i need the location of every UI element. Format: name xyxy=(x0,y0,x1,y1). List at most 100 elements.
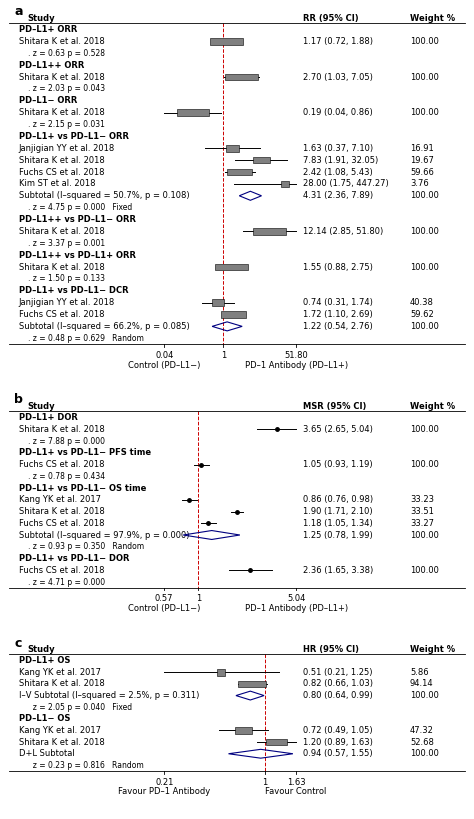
Text: PD–L1++ vs PD–L1+ ORR: PD–L1++ vs PD–L1+ ORR xyxy=(18,251,136,260)
Text: PD–L1+ ORR: PD–L1+ ORR xyxy=(18,25,77,34)
Text: Control (PD–L1−): Control (PD–L1−) xyxy=(128,361,201,370)
Bar xyxy=(236,727,252,734)
Text: 100.00: 100.00 xyxy=(410,322,439,331)
Text: 1: 1 xyxy=(262,777,267,786)
Text: PD–L1− OS: PD–L1− OS xyxy=(18,714,70,723)
Text: . z = 4.71 p = 0.000: . z = 4.71 p = 0.000 xyxy=(27,577,105,586)
Text: Weight %: Weight % xyxy=(410,14,455,23)
Text: PD–1 Antibody (PD–L1+): PD–1 Antibody (PD–L1+) xyxy=(245,604,348,613)
Text: PD–L1+ vs PD–L1− DCR: PD–L1+ vs PD–L1− DCR xyxy=(18,287,128,296)
Text: 16.91: 16.91 xyxy=(410,144,434,153)
Text: Shitara K et al. 2018: Shitara K et al. 2018 xyxy=(18,73,104,82)
Text: Study: Study xyxy=(27,14,55,23)
Text: 0.80 (0.64, 0.99): 0.80 (0.64, 0.99) xyxy=(303,691,373,700)
Text: 100.00: 100.00 xyxy=(410,73,439,82)
Text: 3.76: 3.76 xyxy=(410,179,428,188)
Text: Kang YK et al. 2017: Kang YK et al. 2017 xyxy=(18,495,100,505)
Text: 59.66: 59.66 xyxy=(410,168,434,177)
Text: Subtotal (I–squared = 97.9%, p = 0.000): Subtotal (I–squared = 97.9%, p = 0.000) xyxy=(18,531,189,540)
Text: 100.00: 100.00 xyxy=(410,192,439,201)
Bar xyxy=(253,156,270,164)
Text: 2.36 (1.65, 3.38): 2.36 (1.65, 3.38) xyxy=(303,566,373,575)
Text: Kang YK et al. 2017: Kang YK et al. 2017 xyxy=(18,726,100,735)
Text: PD–L1− ORR: PD–L1− ORR xyxy=(18,97,77,106)
Bar xyxy=(225,74,258,80)
Text: 0.57: 0.57 xyxy=(155,595,173,604)
Text: 0.51 (0.21, 1.25): 0.51 (0.21, 1.25) xyxy=(303,667,373,676)
Text: PD–L1+ vs PD–L1− PFS time: PD–L1+ vs PD–L1− PFS time xyxy=(18,448,151,457)
Text: 0.74 (0.31, 1.74): 0.74 (0.31, 1.74) xyxy=(303,298,373,307)
Text: 40.38: 40.38 xyxy=(410,298,434,307)
Text: Shitara K et al. 2018: Shitara K et al. 2018 xyxy=(18,108,104,117)
Text: MSR (95% CI): MSR (95% CI) xyxy=(303,402,366,411)
Text: 5.04: 5.04 xyxy=(287,595,305,604)
Text: . z = 0.93 p = 0.350   Random: . z = 0.93 p = 0.350 Random xyxy=(27,542,144,551)
Text: Favour Control: Favour Control xyxy=(265,788,327,797)
Bar xyxy=(217,669,226,676)
Text: Fuchs CS et al. 2018: Fuchs CS et al. 2018 xyxy=(18,168,104,177)
Text: b: b xyxy=(14,393,23,406)
Text: Study: Study xyxy=(27,402,55,411)
Text: Fuchs CS et al. 2018: Fuchs CS et al. 2018 xyxy=(18,566,104,575)
Text: 0.04: 0.04 xyxy=(155,351,173,360)
Text: . z = 1.50 p = 0.133: . z = 1.50 p = 0.133 xyxy=(27,274,105,283)
Text: 2.42 (1.08, 5.43): 2.42 (1.08, 5.43) xyxy=(303,168,373,177)
Bar xyxy=(226,145,238,152)
Text: 1.22 (0.54, 2.76): 1.22 (0.54, 2.76) xyxy=(303,322,373,331)
Bar xyxy=(212,299,224,306)
Bar xyxy=(253,228,286,235)
Text: 100.00: 100.00 xyxy=(410,691,439,700)
Text: . z = 0.63 p = 0.528: . z = 0.63 p = 0.528 xyxy=(27,49,105,58)
Text: 33.23: 33.23 xyxy=(410,495,434,505)
Bar xyxy=(215,264,248,270)
Bar xyxy=(237,681,266,687)
Text: 28.00 (1.75, 447.27): 28.00 (1.75, 447.27) xyxy=(303,179,389,188)
Text: Shitara K et al. 2018: Shitara K et al. 2018 xyxy=(18,425,104,434)
Text: 1.25 (0.78, 1.99): 1.25 (0.78, 1.99) xyxy=(303,531,373,540)
Text: . z = 4.75 p = 0.000   Fixed: . z = 4.75 p = 0.000 Fixed xyxy=(27,203,132,212)
Text: Fuchs CS et al. 2018: Fuchs CS et al. 2018 xyxy=(18,518,104,527)
Text: Subtotal (I–squared = 66.2%, p = 0.085): Subtotal (I–squared = 66.2%, p = 0.085) xyxy=(18,322,189,331)
Text: Kim ST et al. 2018: Kim ST et al. 2018 xyxy=(18,179,95,188)
Text: 100.00: 100.00 xyxy=(410,531,439,540)
Text: Fuchs CS et al. 2018: Fuchs CS et al. 2018 xyxy=(18,460,104,469)
Text: 2.70 (1.03, 7.05): 2.70 (1.03, 7.05) xyxy=(303,73,373,82)
Text: 0.19 (0.04, 0.86): 0.19 (0.04, 0.86) xyxy=(303,108,373,117)
Text: PD–L1+ vs PD–L1− OS time: PD–L1+ vs PD–L1− OS time xyxy=(18,483,146,492)
Text: PD–L1++ ORR: PD–L1++ ORR xyxy=(18,61,84,70)
Text: 59.62: 59.62 xyxy=(410,310,434,319)
Text: Shitara K et al. 2018: Shitara K et al. 2018 xyxy=(18,37,104,46)
Text: 47.32: 47.32 xyxy=(410,726,434,735)
Text: 100.00: 100.00 xyxy=(410,263,439,272)
Text: 100.00: 100.00 xyxy=(410,227,439,236)
Text: I–V Subtotal (I–squared = 2.5%, p = 0.311): I–V Subtotal (I–squared = 2.5%, p = 0.31… xyxy=(18,691,199,700)
Text: 1.05 (0.93, 1.19): 1.05 (0.93, 1.19) xyxy=(303,460,373,469)
Text: Shitara K et al. 2018: Shitara K et al. 2018 xyxy=(18,738,104,747)
Bar xyxy=(176,110,209,116)
Text: 3.65 (2.65, 5.04): 3.65 (2.65, 5.04) xyxy=(303,425,373,434)
Text: 100.00: 100.00 xyxy=(410,460,439,469)
Text: 33.27: 33.27 xyxy=(410,518,434,527)
Text: Janjigian YY et al. 2018: Janjigian YY et al. 2018 xyxy=(18,298,115,307)
Text: 5.86: 5.86 xyxy=(410,667,428,676)
Text: Weight %: Weight % xyxy=(410,645,455,654)
Text: 0.86 (0.76, 0.98): 0.86 (0.76, 0.98) xyxy=(303,495,373,505)
Text: PD–L1+ OS: PD–L1+ OS xyxy=(18,656,70,665)
Text: HR (95% CI): HR (95% CI) xyxy=(303,645,359,654)
Text: . z = 0.78 p = 0.434: . z = 0.78 p = 0.434 xyxy=(27,472,105,481)
Text: Janjigian YY et al. 2018: Janjigian YY et al. 2018 xyxy=(18,144,115,153)
Text: 1: 1 xyxy=(221,351,226,360)
Text: 4.31 (2.36, 7.89): 4.31 (2.36, 7.89) xyxy=(303,192,373,201)
Text: 1.72 (1.10, 2.69): 1.72 (1.10, 2.69) xyxy=(303,310,373,319)
Text: Weight %: Weight % xyxy=(410,402,455,411)
Text: 100.00: 100.00 xyxy=(410,108,439,117)
Text: 33.51: 33.51 xyxy=(410,507,434,516)
Text: Shitara K et al. 2018: Shitara K et al. 2018 xyxy=(18,507,104,516)
Text: 7.83 (1.91, 32.05): 7.83 (1.91, 32.05) xyxy=(303,156,378,165)
Text: . z = 2.15 p = 0.031: . z = 2.15 p = 0.031 xyxy=(27,120,105,129)
Text: 19.67: 19.67 xyxy=(410,156,434,165)
Text: PD–1 Antibody (PD–L1+): PD–1 Antibody (PD–L1+) xyxy=(245,361,348,370)
Text: PD–L1+ vs PD–L1− DOR: PD–L1+ vs PD–L1− DOR xyxy=(18,554,129,563)
Text: 52.68: 52.68 xyxy=(410,738,434,747)
Bar xyxy=(221,311,246,318)
